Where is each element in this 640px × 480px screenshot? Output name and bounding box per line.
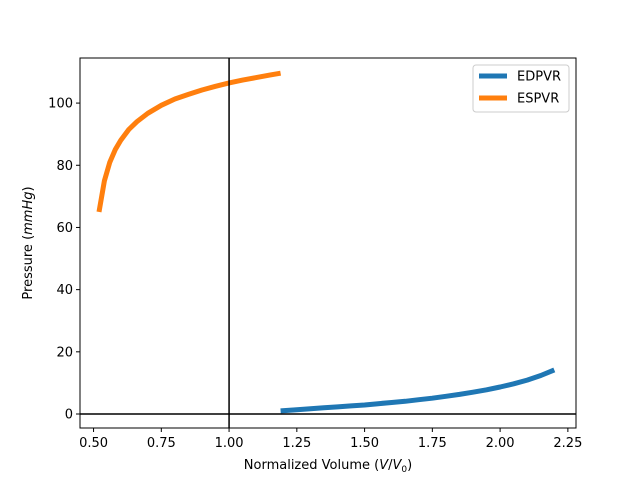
x-tick-label: 2.00 [486,436,515,451]
y-tick-label: 0 [65,408,73,423]
x-tick-label: 1.50 [350,436,379,451]
x-axis-label: Normalized Volume (V/V0) [244,458,412,475]
x-tick-label: 0.50 [79,436,108,451]
reference-lines [80,58,576,428]
y-axis-label: Pressure (mmHg) [21,186,36,299]
series-line-espvr [96,70,282,213]
y-tick-label: 100 [48,97,73,112]
series-line-edpvr [280,367,556,414]
y-tick-label: 20 [56,345,73,360]
y-axis-ticks: 0 20 40 60 80 100 [48,97,80,423]
x-tick-label: 0.75 [147,436,176,451]
y-tick-label: 80 [56,159,73,174]
y-tick-label: 40 [56,283,73,298]
legend-label-espvr: ESPVR [517,92,559,107]
x-tick-label: 1.00 [215,436,244,451]
plot-frame [79,57,577,429]
y-tick-label: 60 [56,221,73,236]
x-axis-ticks: 0.50 0.75 1.00 1.25 1.50 1.75 2.00 2.25 [79,428,582,451]
x-tick-label: 2.25 [553,436,582,451]
legend: EDPVR ESPVR [472,64,570,113]
x-tick-label: 1.25 [282,436,311,451]
x-tick-label: 1.75 [418,436,447,451]
legend-label-edpvr: EDPVR [517,70,561,85]
series-layer [96,70,556,414]
